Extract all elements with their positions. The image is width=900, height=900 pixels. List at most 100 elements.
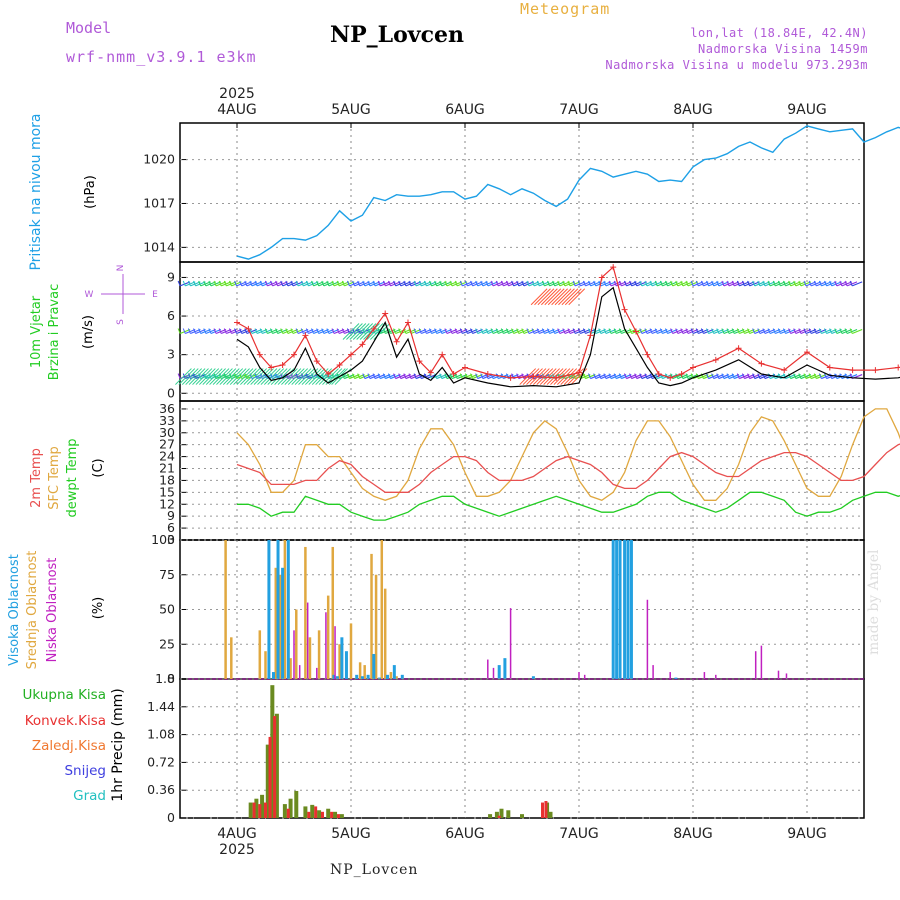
top-date-label: 5AUG	[331, 102, 371, 118]
wind-barb-flag	[582, 373, 586, 379]
wind-barb	[580, 373, 591, 380]
wind-barb-flag	[752, 328, 756, 334]
cloud-low-bar	[578, 672, 580, 679]
wind-barb-flag	[803, 328, 807, 334]
wind-barb	[477, 281, 488, 287]
wind-barb	[544, 281, 555, 287]
cloud-low-bar	[316, 667, 318, 679]
wind-barb-flag	[223, 280, 227, 287]
wind-barb	[405, 281, 417, 287]
model-name: wrf-nmm_v3.9.1 e3km	[66, 48, 257, 66]
wind-barb-flag	[182, 280, 186, 287]
precip-legend-item: Snijeg	[64, 763, 106, 779]
wind-burst-barb	[253, 368, 271, 385]
cloud-high-bar	[618, 540, 622, 679]
wind-barb-flag	[623, 280, 627, 287]
wind-barb	[251, 328, 263, 335]
wind-burst-barb	[274, 368, 291, 385]
precip-legend-item: Ukupna Kisa	[23, 687, 106, 703]
wind-barb-flag	[285, 280, 289, 287]
wind-barb-flag	[321, 280, 325, 287]
wind-barb-flag	[490, 328, 494, 334]
wind-barb-flag	[470, 280, 474, 287]
wind-barb	[472, 281, 483, 287]
wind-burst-barb	[243, 368, 261, 385]
wind-barb	[200, 328, 211, 335]
wind-barb-flag	[829, 373, 833, 379]
wind-barb-flag	[777, 373, 781, 379]
wind-burst-barb	[560, 368, 578, 385]
wind-barb-flag	[741, 328, 745, 334]
wind-gust-marker	[826, 364, 833, 371]
wind-barb	[415, 328, 427, 335]
wind-burst-barb	[534, 288, 551, 306]
wind-barb-flag	[547, 328, 550, 334]
wind-barb-flag	[665, 328, 668, 334]
wind-barb-flag	[377, 280, 381, 287]
wind-barb	[379, 328, 391, 335]
wind-barb-flag	[654, 373, 658, 379]
wind-gust-marker	[507, 374, 514, 381]
wind-barb	[585, 373, 596, 380]
wind-barb-flag	[757, 328, 761, 334]
wind-barb-flag	[618, 373, 622, 379]
wind-barb-flag	[721, 328, 725, 334]
wind-barb	[636, 373, 647, 380]
wind-barb	[328, 328, 340, 335]
y-tick-label: 50	[159, 602, 175, 617]
wind-barb	[739, 281, 750, 287]
wind-barb-flag	[434, 280, 438, 287]
wind-barb-flag	[403, 373, 407, 379]
wind-barb	[703, 328, 714, 335]
wind-barb-flag	[418, 328, 422, 334]
wind-barb	[718, 328, 730, 335]
wind-barb-flag	[203, 280, 207, 287]
wind-barb	[810, 328, 822, 335]
footer-station: NP_Lovcen	[330, 862, 419, 878]
wind-barb-flag	[326, 328, 330, 334]
wind-burst-barb	[178, 368, 196, 385]
wind-barb	[754, 281, 765, 287]
wind-burst-barb	[219, 368, 237, 385]
wind-axis-title-2: Brzina i Pravac	[47, 284, 62, 381]
wind-barb-flag	[208, 328, 212, 334]
wind-barb-flag	[367, 280, 371, 287]
wind-barb-flag	[244, 328, 248, 334]
wind-barb-flag	[711, 328, 715, 334]
wind-barb-flag	[444, 280, 448, 287]
wind-barb	[395, 281, 406, 287]
wind-barb-flag	[690, 280, 694, 287]
wind-barb-flag	[603, 280, 607, 287]
cloud-low-title: Niska Oblacnost	[45, 558, 60, 663]
wind-barb	[313, 328, 324, 335]
wind-barb	[790, 328, 801, 335]
wind-barb-flag	[608, 280, 612, 287]
wind-barb-flag	[259, 328, 263, 334]
wind-barb	[374, 373, 386, 380]
wind-barb-flag	[685, 280, 689, 287]
wind-barb-flag	[234, 280, 238, 287]
wind-barb-flag	[470, 373, 474, 379]
wind-barb-flag	[177, 280, 181, 287]
wind-barb	[723, 281, 735, 287]
y-tick-label: 24	[159, 449, 175, 464]
wind-barb-flag	[382, 373, 386, 379]
cloud-low-bar	[777, 670, 780, 679]
wind-barb	[446, 373, 458, 380]
wind-barb-flag	[516, 328, 520, 334]
bottom-year-label: 2025	[219, 842, 255, 858]
y-tick-label: 6	[167, 520, 175, 535]
wind-barb-flag	[290, 280, 294, 287]
wind-burst-barb	[202, 368, 220, 385]
wind-barb	[400, 281, 411, 287]
wind-barb	[456, 373, 468, 380]
wind-barb	[523, 281, 535, 287]
wind-barb	[226, 328, 237, 335]
wind-barb	[436, 328, 447, 335]
wind-barb	[303, 281, 314, 287]
y-tick-label: 1.8	[155, 671, 175, 686]
wind-barb	[210, 281, 222, 287]
cloud-mid-bar	[283, 540, 287, 679]
wind-burst-barb	[212, 368, 230, 385]
wind-barb	[415, 281, 427, 287]
